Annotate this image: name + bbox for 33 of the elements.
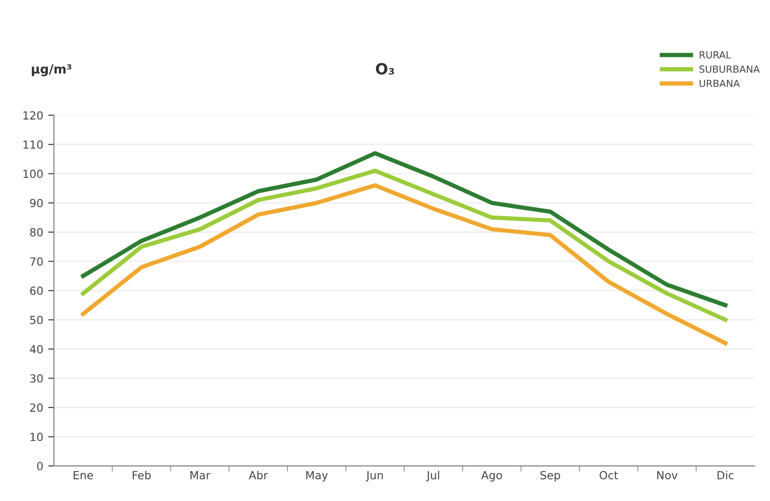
- legend-label: RURAL: [700, 51, 732, 59]
- x-tick-label: Jun: [366, 471, 383, 482]
- x-tick-label: Nov: [657, 471, 678, 480]
- y-tick-label: 20: [30, 403, 43, 412]
- y-tick-label: 70: [30, 257, 43, 266]
- x-tick-label: Oct: [600, 470, 618, 480]
- chart-title: O₃: [376, 63, 394, 75]
- x-tick-label: Mar: [190, 471, 210, 480]
- y-tick-label: 30: [30, 374, 43, 383]
- y-tick-label: 60: [30, 286, 43, 295]
- legend-label: URBANA: [700, 80, 740, 88]
- y-axis-title: μg/m³: [32, 64, 72, 76]
- line-series: [81, 183, 728, 346]
- x-tick-label: Jul: [426, 470, 440, 482]
- y-tick-label: 40: [30, 345, 43, 354]
- y-tick-label: 80: [30, 228, 43, 237]
- y-tick-label: 10: [30, 432, 43, 442]
- y-tick-label: 120: [23, 111, 43, 120]
- x-tick-label: Dic: [718, 470, 734, 480]
- x-tick-label: Sep: [540, 470, 560, 482]
- line-series: [81, 151, 728, 308]
- y-tick-label: 90: [30, 198, 43, 208]
- x-tick-label: Feb: [132, 470, 151, 480]
- legend-label: SUBURBANA: [699, 65, 760, 73]
- y-tick-label: 110: [23, 140, 43, 149]
- x-tick-label: Ago: [481, 471, 502, 482]
- y-tick-label: 0: [37, 462, 43, 470]
- x-tick-label: Abr: [248, 470, 268, 480]
- line-series: [81, 168, 728, 322]
- y-tick-label: 100: [23, 170, 43, 178]
- x-tick-label: May: [306, 471, 328, 482]
- x-tick-label: Ene: [74, 471, 93, 480]
- y-tick-label: 50: [30, 316, 43, 324]
